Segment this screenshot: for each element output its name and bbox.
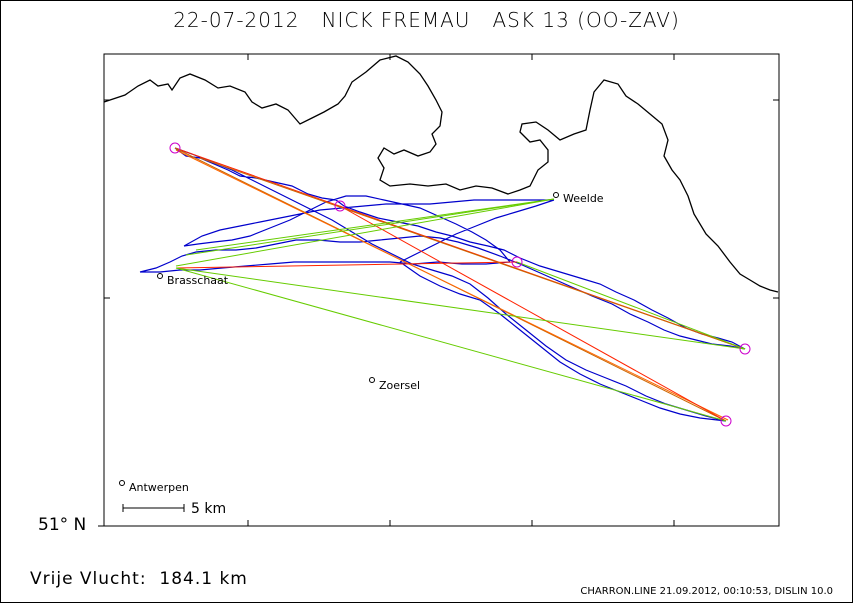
axis-ticks [98,54,779,527]
country-border [103,55,779,293]
turnpoints [169,142,751,427]
distance-readout: Vrije Vlucht: 184.1 km [30,569,248,589]
latitude-label: 51° N [38,515,87,535]
turnpoint-marker [169,142,181,154]
town-zoersel: Zoersel [369,377,420,392]
town-weelde: Weelde [553,192,604,205]
town-label: Zoersel [379,379,420,392]
town-marker [119,480,125,486]
scale-bar: 5 km [122,501,226,517]
map-frame [103,53,780,527]
town-antwerpen: Antwerpen [119,480,189,494]
scale-label: 5 km [191,501,226,517]
town-label: Weelde [563,192,604,205]
town-marker [157,273,163,279]
turnpoint-marker [334,200,346,212]
town-label: Antwerpen [129,481,189,494]
turnpoint-marker [739,343,751,355]
town-marker [553,192,559,198]
town-brasschaat: Brasschaat [157,273,229,287]
flight-track [139,147,746,422]
turnpoint-marker [511,256,523,268]
town-marker [369,377,375,383]
turnpoint-marker [720,415,732,427]
page-title: 22-07-2012 NICK FREMAU ASK 13 (OO-ZAV) [173,8,680,32]
footer-credit: CHARRON.LINE 21.09.2012, 00:10:53, DISLI… [580,586,833,597]
town-label: Brasschaat [167,274,229,287]
leg-lines [174,147,746,422]
